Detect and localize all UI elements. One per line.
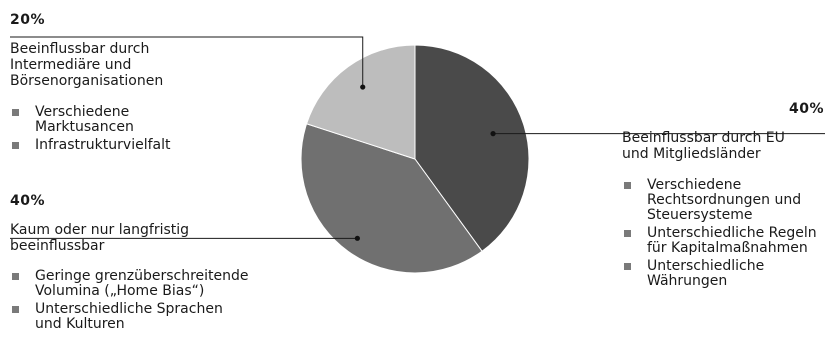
bullet-line: Währungen [647,273,728,289]
segment-eu-bullet: Unterschiedliche Währungen [622,259,822,289]
segment-intermediaries-description-line: Beeinflussbar durch [10,41,150,57]
segment-intermediaries-bullet-list: Verschiedene Marktusancen Infrastrukturv… [10,105,310,153]
bullet-line: Unterschiedliche Regeln [647,225,817,241]
leader-dot-eu [490,131,496,137]
segment-longterm-block: 40% Kaum oder nur langfristig beeinfluss… [10,193,310,335]
leader-dot-intermediaries [360,84,366,90]
segment-eu-description: Beeinflussbar durch EU und Mitgliedsländ… [622,130,822,162]
segment-intermediaries-description-line: Intermediäre und [10,57,132,73]
segment-longterm-bullet: Geringe grenzüberschreitende Volumina („… [10,269,310,299]
bullet-line: Verschiedene [647,177,742,193]
segment-longterm-bullet: Unterschiedliche Sprachen und Kulturen [10,302,310,332]
square-bullet-icon [12,273,19,280]
bullet-line: Rechtsordnungen und [647,192,802,208]
segment-eu-bullet: Verschiedene Rechtsordnungen und Steuers… [622,178,822,223]
segment-eu-bullet: Unterschiedliche Regeln für Kapitalmaßna… [622,226,822,256]
bullet-line: Geringe grenzüberschreitende [35,268,249,284]
segment-eu-block: 40% Beeinflussbar durch EU und Mitglieds… [622,101,824,292]
bullet-line: Verschiedene [35,104,130,120]
bullet-line: Steuersysteme [647,207,753,223]
bullet-line: Volumina („Home Bias“) [35,283,205,299]
segment-intermediaries-bullet: Infrastrukturvielfalt [10,138,310,153]
bullet-line: Infrastrukturvielfalt [35,137,171,153]
pie-slice-eu [414,44,530,252]
segment-intermediaries-percent: 20% [10,12,46,28]
segment-eu-percent: 40% [788,101,824,117]
leader-dot-longterm [354,235,360,241]
square-bullet-icon [624,230,631,237]
pie-slice-intermediaries [305,44,416,160]
bullet-line: für Kapitalmaßnahmen [647,240,808,256]
square-bullet-icon [12,109,19,116]
square-bullet-icon [624,182,631,189]
bullet-line: Unterschiedliche Sprachen [35,301,223,317]
segment-longterm-bullet-list: Geringe grenzüberschreitende Volumina („… [10,269,310,332]
pie-slice-longterm [300,123,483,274]
segment-longterm-description-line: Kaum oder nur langfristig [10,222,190,238]
bullet-line: Unterschiedliche [647,258,765,274]
square-bullet-icon [12,142,19,149]
leader-line-intermediaries [10,36,364,88]
segment-longterm-description-line: beeinflussbar [10,238,105,254]
segment-intermediaries-bullet: Verschiedene Marktusancen [10,105,310,135]
square-bullet-icon [624,263,631,270]
segment-longterm-percent: 40% [10,193,46,209]
bullet-line: und Kulturen [35,316,125,332]
segment-intermediaries-description: Beeinflussbar durch Intermediäre und Bör… [10,41,310,89]
segment-intermediaries-block: 20% Beeinflussbar durch Intermediäre und… [10,12,310,156]
segment-longterm-description: Kaum oder nur langfristig beeinflussbar [10,222,310,254]
segment-eu-bullet-list: Verschiedene Rechtsordnungen und Steuers… [622,178,822,289]
segment-eu-description-line: Beeinflussbar durch EU [622,130,785,146]
segment-eu-description-line: und Mitgliedsländer [622,146,761,162]
segment-intermediaries-description-line: Börsenorganisationen [10,73,164,89]
square-bullet-icon [12,306,19,313]
bullet-line: Marktusancen [35,119,134,135]
